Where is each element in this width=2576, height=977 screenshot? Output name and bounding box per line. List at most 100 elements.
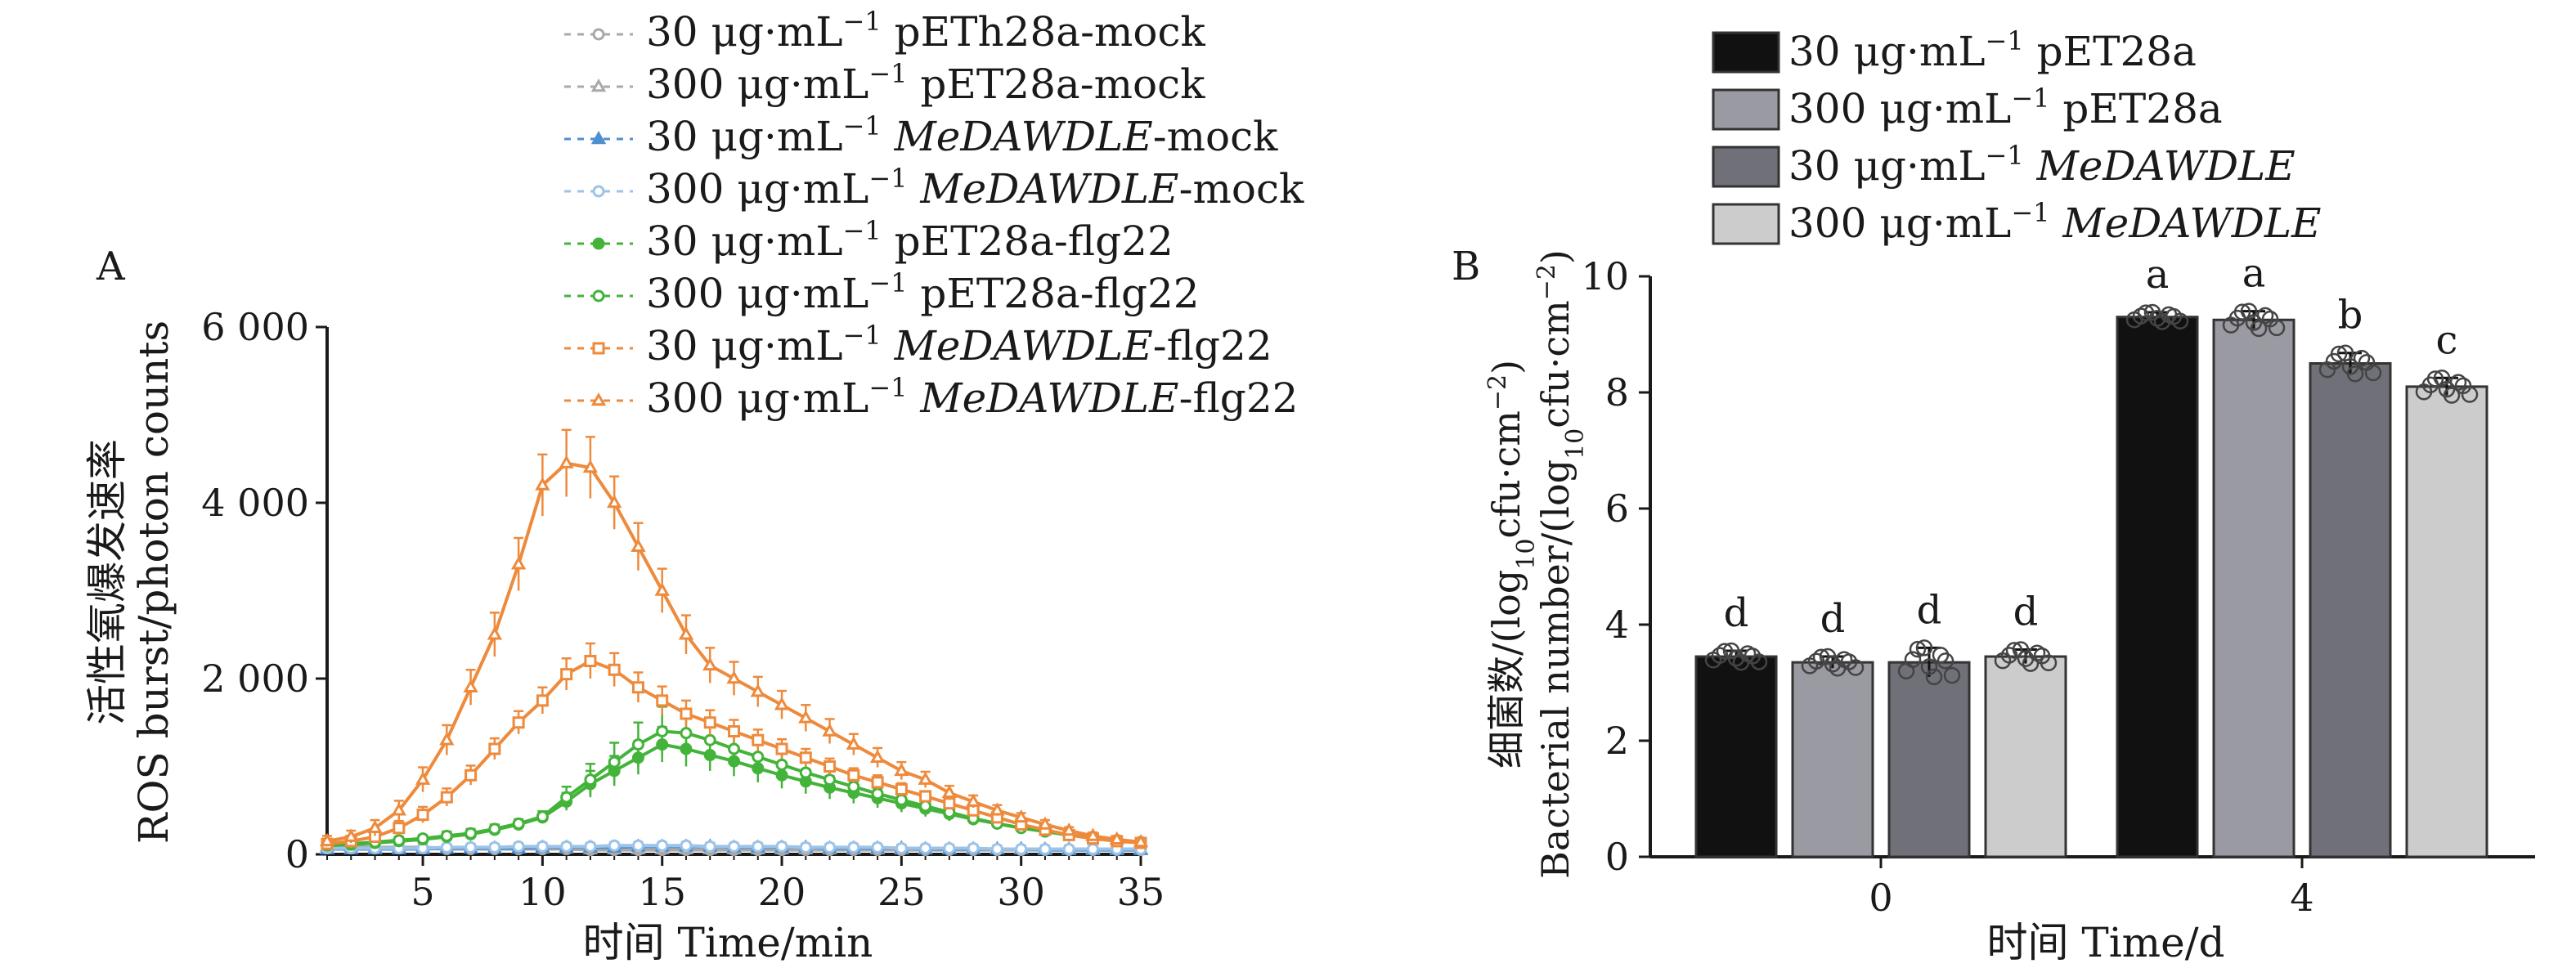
panel-a-point xyxy=(656,839,669,852)
panel-b-replicate-point xyxy=(1915,639,1933,657)
panel-b-bar-group: d xyxy=(1694,590,1778,858)
panel-b-label: B xyxy=(1452,244,1480,289)
panel-a-point xyxy=(1037,816,1053,830)
panel-a-point xyxy=(895,841,908,854)
panel-b-replicate-point xyxy=(1943,666,1961,684)
panel-a-point xyxy=(512,716,525,729)
panel-a-axes: 5 10 15 20 25 30 35 0 2 000 4 000 6 000 xyxy=(201,305,1165,914)
panel-a-point xyxy=(847,769,860,782)
panel-a-legend-entry: 30 μg·mL−1 MeDAWDLE-mock xyxy=(564,110,1278,160)
panel-a-point xyxy=(654,582,670,596)
panel-b-bar xyxy=(2405,385,2488,858)
panel-a-point xyxy=(416,809,429,822)
panel-b-legend-label: 300 μg·mL−1 pET28a xyxy=(1788,83,2223,132)
panel-a-point xyxy=(488,840,501,854)
panel-a-y-tick-label: 4 000 xyxy=(201,481,309,525)
panel-b-replicate-point xyxy=(2153,313,2171,330)
panel-b-bar-group: b xyxy=(2309,293,2392,858)
panel-a-point xyxy=(536,694,549,707)
panel-a-legend-entry: 300 μg·mL−1 MeDAWDLE-mock xyxy=(564,163,1304,213)
panel-a-point xyxy=(560,840,573,853)
panel-a-point xyxy=(1061,822,1077,836)
panel-b-replicate-point xyxy=(1819,648,1837,666)
panel-a-point xyxy=(1109,831,1124,845)
panel-a-point xyxy=(367,819,383,834)
panel-b-legend-swatch xyxy=(1712,88,1780,131)
panel-b-significance-letter: d xyxy=(1917,587,1942,633)
panel-b-y-tick-label: 2 xyxy=(1605,719,1629,763)
panel-a-point xyxy=(680,839,693,852)
panel-b-axes: 0 2 4 6 8 10 0 4 xyxy=(1581,254,2535,920)
panel-a-point xyxy=(871,776,884,789)
panel-a-ylabel: 活性氧爆发速率 ROS burst/photon counts xyxy=(83,320,177,844)
panel-b-significance-letter: a xyxy=(2146,252,2170,298)
panel-a-legend-entry: 300 μg·mL−1 pET28a-flg22 xyxy=(564,267,1200,317)
panel-b-replicate-point xyxy=(1904,651,1922,668)
panel-a-point xyxy=(440,791,453,804)
panel-a-point xyxy=(680,727,693,740)
panel-b-x-tick-label: 0 xyxy=(1869,876,1892,920)
panel-a-point xyxy=(919,800,932,813)
panel-a-point xyxy=(919,841,932,854)
panel-b-replicate-point xyxy=(2449,374,2467,391)
panel-a-point xyxy=(1013,809,1029,823)
panel-b-bar-group: a xyxy=(2116,252,2199,858)
panel-b-significance-letter: d xyxy=(1724,590,1749,636)
panel-b-legend: 30 μg·mL−1 pET28a 300 μg·mL−1 pET28a 30 μg… xyxy=(1712,25,2322,247)
panel-a-point xyxy=(775,840,788,853)
panel-a-point xyxy=(895,793,908,806)
panel-a-legend-label: 300 μg·mL−1 MeDAWDLE-mock xyxy=(646,163,1304,213)
panel-b-bar xyxy=(1694,655,1778,858)
panel-b-bar xyxy=(2309,362,2392,858)
panel-a-y-tick-label: 2 000 xyxy=(201,657,309,701)
panel-b-legend-swatch xyxy=(1712,203,1780,245)
panel-a-point xyxy=(584,655,597,667)
panel-a-point xyxy=(752,751,765,764)
panel-b-replicate-point xyxy=(1732,653,1750,671)
panel-a-xlabel: 时间 Time/min xyxy=(583,919,873,966)
panel-a-point xyxy=(487,626,503,640)
panel-b-y-tick-label: 10 xyxy=(1581,254,1629,298)
panel-a-legend-marker xyxy=(592,28,605,41)
panel-a-label: A xyxy=(96,244,126,289)
panel-a-point xyxy=(464,827,478,840)
panel-a-point xyxy=(941,784,958,799)
panel-a-point xyxy=(680,707,693,720)
panel-a-legend-label: 300 μg·mL−1 MeDAWDLE-flg22 xyxy=(646,372,1298,422)
panel-a-point xyxy=(895,782,908,795)
panel-a-point xyxy=(536,810,549,823)
panel-a-point xyxy=(846,736,861,750)
panel-b-legend-entry: 30 μg·mL−1 pET28a xyxy=(1712,25,2197,75)
panel-a-point xyxy=(1015,843,1028,856)
panel-a-point xyxy=(967,841,980,854)
panel-b-replicate-point xyxy=(2250,320,2268,338)
panel-a-point xyxy=(798,710,814,724)
panel-b-bar xyxy=(1791,661,1874,858)
panel-a-point xyxy=(631,839,644,852)
panel-a-point xyxy=(799,840,812,854)
panel-a-y-tick-label: 6 000 xyxy=(201,305,309,349)
panel-a-point xyxy=(728,725,740,737)
panel-b-ylabel-zh: 细菌数/(log10cfu·cm−2) xyxy=(1483,360,1541,769)
panel-a-point xyxy=(391,802,406,816)
panel-b-y-tick-label: 8 xyxy=(1605,370,1629,415)
panel-b-replicate-point xyxy=(1920,658,1938,675)
panel-a-point xyxy=(703,840,716,853)
panel-b-y-tick-label: 4 xyxy=(1605,603,1629,647)
panel-a-point xyxy=(560,668,573,681)
panel-a-x-tick-label: 5 xyxy=(411,870,434,914)
panel-a-point xyxy=(488,742,501,755)
panel-b-bar-group: c xyxy=(2405,317,2488,858)
panel-a-x-tick-label: 30 xyxy=(997,870,1045,914)
panel-a-legend-marker xyxy=(592,237,605,250)
panel-a-point xyxy=(512,840,525,853)
panel-a-point xyxy=(703,733,716,746)
panel-a-point xyxy=(702,657,718,671)
panel-a-point xyxy=(584,773,597,787)
panel-a-point xyxy=(582,459,599,473)
panel-a-point xyxy=(416,832,429,845)
panel-a-point xyxy=(871,787,884,800)
